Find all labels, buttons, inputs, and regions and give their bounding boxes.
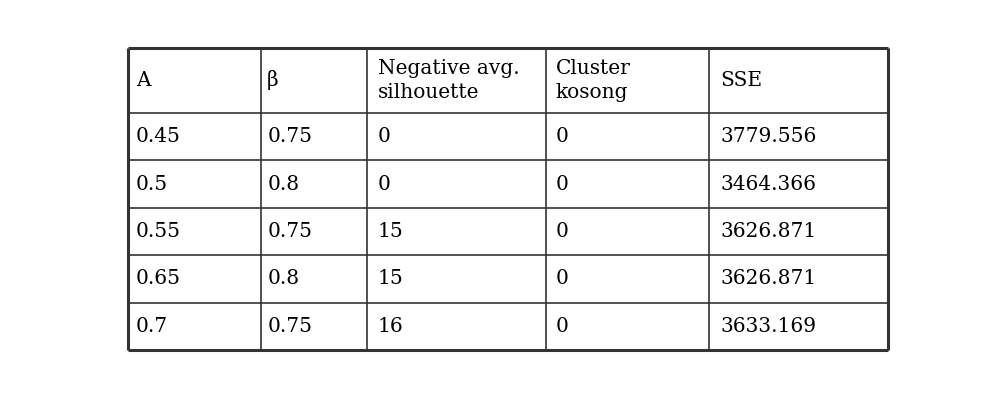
Text: β: β xyxy=(268,71,278,90)
Text: 0: 0 xyxy=(556,269,569,288)
Text: 0.65: 0.65 xyxy=(136,269,180,288)
Text: 0.55: 0.55 xyxy=(136,222,180,241)
Text: Cluster
kosong: Cluster kosong xyxy=(556,59,630,102)
Text: 16: 16 xyxy=(378,317,403,336)
Text: A: A xyxy=(136,71,151,90)
Text: 3626.871: 3626.871 xyxy=(720,269,817,288)
Text: 3779.556: 3779.556 xyxy=(720,127,817,146)
Text: 0.75: 0.75 xyxy=(268,222,312,241)
Text: 0.75: 0.75 xyxy=(268,127,312,146)
Text: 0.8: 0.8 xyxy=(268,175,299,193)
Text: 15: 15 xyxy=(378,222,403,241)
Text: 3464.366: 3464.366 xyxy=(720,175,817,193)
Text: Negative avg.
silhouette: Negative avg. silhouette xyxy=(378,59,519,102)
Text: 3633.169: 3633.169 xyxy=(720,317,817,336)
Text: 0: 0 xyxy=(556,127,569,146)
Text: 0: 0 xyxy=(556,222,569,241)
Text: 0.75: 0.75 xyxy=(268,317,312,336)
Text: 0.8: 0.8 xyxy=(268,269,299,288)
Text: 0: 0 xyxy=(556,175,569,193)
Text: SSE: SSE xyxy=(720,71,762,90)
Text: 0: 0 xyxy=(378,175,390,193)
Text: 0: 0 xyxy=(378,127,390,146)
Text: 0.7: 0.7 xyxy=(136,317,167,336)
Text: 0: 0 xyxy=(556,317,569,336)
Text: 15: 15 xyxy=(378,269,403,288)
Text: 0.5: 0.5 xyxy=(136,175,167,193)
Text: 0.45: 0.45 xyxy=(136,127,180,146)
Text: 3626.871: 3626.871 xyxy=(720,222,817,241)
